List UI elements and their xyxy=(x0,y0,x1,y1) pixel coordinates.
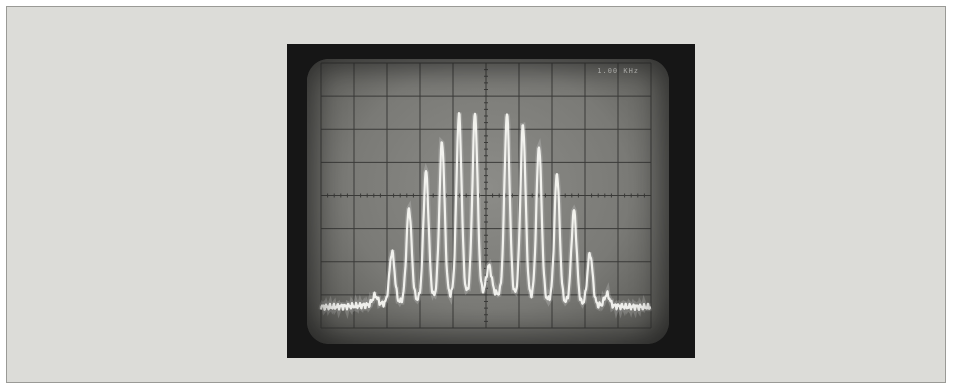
spectrum-display xyxy=(318,62,653,329)
figure-panel: 1.00 KHz xyxy=(6,6,946,383)
corner-readout: 1.00 KHz xyxy=(597,67,639,75)
analyzer-screen: 1.00 KHz xyxy=(307,59,669,344)
spectrum-trace xyxy=(319,112,652,311)
oscilloscope-photo: 1.00 KHz xyxy=(287,44,695,358)
spectrum-trace-glow xyxy=(318,112,653,320)
